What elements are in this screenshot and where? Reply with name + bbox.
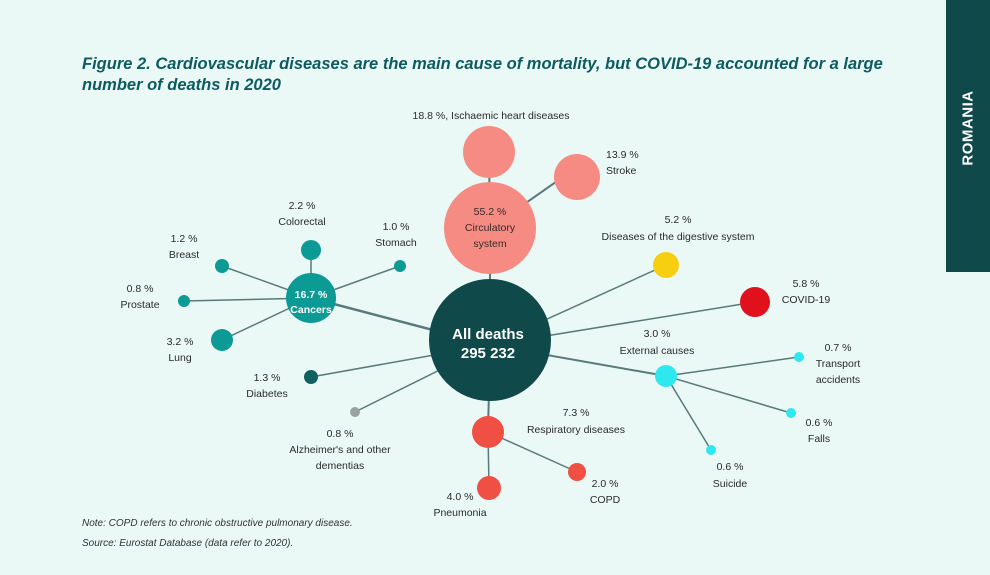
- label-external-pct: 3.0 %: [644, 328, 671, 340]
- link-copd: [487, 431, 578, 473]
- label-all-deaths: All deaths: [452, 326, 524, 343]
- label-external-name: External causes: [620, 345, 695, 357]
- label-pneumonia-pct: 4.0 %: [447, 491, 474, 503]
- label-transport-line2: accidents: [816, 374, 860, 386]
- label-breast-name: Breast: [169, 249, 199, 261]
- node-suicide: [706, 445, 716, 455]
- label-all-deaths-total: 295 232: [461, 345, 515, 362]
- label-transport-line1: Transport: [816, 358, 861, 370]
- label-suicide-pct: 0.6 %: [717, 461, 744, 473]
- label-colorectal-pct: 2.2 %: [289, 200, 316, 212]
- label-cancers-name: Cancers: [290, 304, 332, 316]
- node-external-causes: [655, 365, 677, 387]
- link-transport: [665, 356, 800, 377]
- node-diabetes: [304, 370, 318, 384]
- link-falls: [665, 375, 792, 414]
- node-breast: [215, 259, 229, 273]
- label-circulatory-line2: system: [473, 238, 507, 250]
- footnote-source: Source: Eurostat Database (data refer to…: [82, 538, 294, 549]
- label-covid-name: COVID-19: [782, 294, 831, 306]
- label-colorectal-name: Colorectal: [278, 216, 325, 228]
- node-pneumonia: [477, 476, 501, 500]
- node-all-deaths: [429, 279, 551, 401]
- label-transport-pct: 0.7 %: [825, 342, 852, 354]
- label-lung-pct: 3.2 %: [167, 336, 194, 348]
- label-stroke-pct: 13.9 %: [606, 149, 639, 161]
- label-alzheimers-line2: dementias: [316, 460, 364, 472]
- label-circulatory-line1: Circulatory: [465, 222, 516, 234]
- label-alzheimers-pct: 0.8 %: [327, 428, 354, 440]
- label-covid-pct: 5.8 %: [793, 278, 820, 290]
- label-suicide-name: Suicide: [713, 478, 748, 490]
- label-stomach-name: Stomach: [375, 237, 417, 249]
- node-ischaemic-heart-diseases: [463, 126, 515, 178]
- node-stomach: [394, 260, 406, 272]
- label-prostate-pct: 0.8 %: [127, 283, 154, 295]
- label-prostate-name: Prostate: [120, 299, 159, 311]
- node-lung: [211, 329, 233, 351]
- node-alzheimers: [350, 407, 360, 417]
- node-falls: [786, 408, 796, 418]
- label-breast-pct: 1.2 %: [171, 233, 198, 245]
- label-alzheimers-line1: Alzheimer's and other: [289, 444, 391, 456]
- node-covid-19: [740, 287, 770, 317]
- label-diabetes-name: Diabetes: [246, 388, 287, 400]
- label-copd-pct: 2.0 %: [592, 478, 619, 490]
- label-stomach-pct: 1.0 %: [383, 221, 410, 233]
- label-digestive-name: Diseases of the digestive system: [602, 231, 755, 243]
- label-pneumonia-name: Pneumonia: [433, 507, 486, 519]
- footnote-note: Note: COPD refers to chronic obstructive…: [82, 518, 353, 529]
- label-copd-name: COPD: [590, 494, 621, 506]
- node-transport-accidents: [794, 352, 804, 362]
- node-copd: [568, 463, 586, 481]
- node-cancers: [286, 273, 336, 323]
- label-falls-pct: 0.6 %: [806, 417, 833, 429]
- node-respiratory-diseases: [472, 416, 504, 448]
- node-circulatory-system: [444, 182, 536, 274]
- label-diabetes-pct: 1.3 %: [254, 372, 281, 384]
- label-respiratory-name: Respiratory diseases: [527, 424, 625, 436]
- label-falls-name: Falls: [808, 433, 830, 445]
- node-digestive-diseases: [653, 252, 679, 278]
- link-suicide: [665, 375, 712, 451]
- label-digestive-pct: 5.2 %: [665, 214, 692, 226]
- label-circulatory-pct: 55.2 %: [474, 206, 507, 218]
- node-prostate: [178, 295, 190, 307]
- label-cancers-pct: 16.7 %: [295, 289, 328, 301]
- node-stroke: [554, 154, 600, 200]
- label-lung-name: Lung: [168, 352, 192, 364]
- label-stroke-name: Stroke: [606, 165, 637, 177]
- country-tab: ROMANIA: [946, 0, 990, 272]
- node-colorectal: [301, 240, 321, 260]
- label-ischaemic: 18.8 %, Ischaemic heart diseases: [413, 110, 570, 122]
- figure-title: Figure 2. Cardiovascular diseases are th…: [82, 55, 883, 94]
- label-respiratory-pct: 7.3 %: [563, 407, 590, 419]
